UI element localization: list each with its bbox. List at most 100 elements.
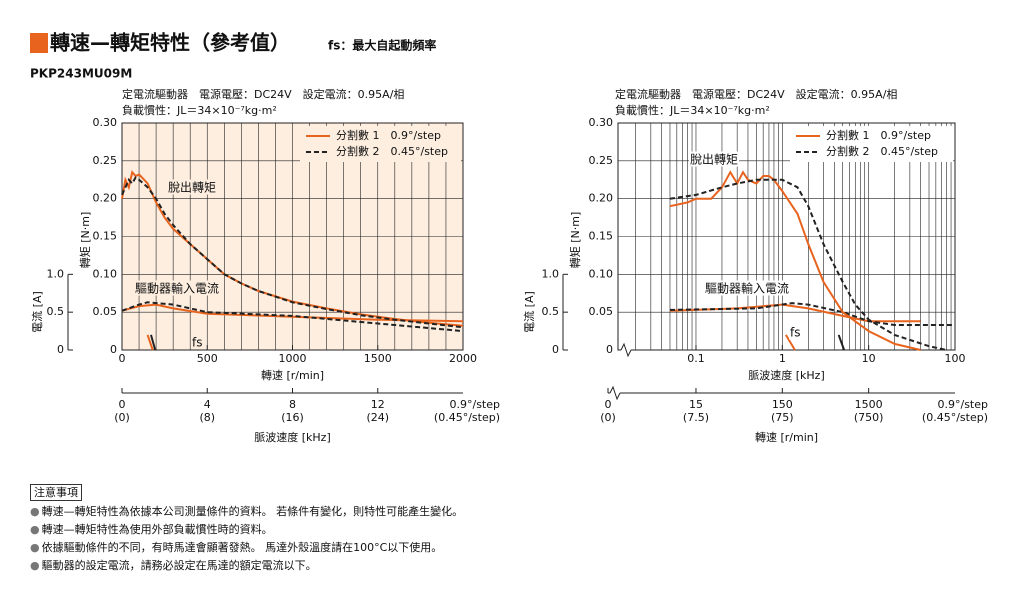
x-tick-label: 1 [779, 352, 786, 365]
y2-tick-label: 0 [552, 343, 559, 356]
x2-tick-alt-label: (750) [854, 411, 884, 424]
legend-label: 分割數 1 0.9°/step [336, 128, 441, 142]
x-tick-label: 1000 [279, 352, 307, 365]
axis-break [620, 342, 632, 358]
x2-break-label: (0) [600, 411, 616, 424]
annotation-bg [689, 151, 740, 167]
x-tick-label: 500 [197, 352, 218, 365]
x-tick-label: 1500 [364, 352, 392, 365]
y-tick-label: 0.30 [589, 116, 614, 129]
conditions: 定電流驅動器 電源電壓：DC24V 設定電流：0.95A/相 [122, 87, 404, 101]
x2-unit: (0.45°/step) [922, 411, 988, 424]
y-tick-label: 0.10 [93, 267, 118, 280]
y-tick-label: 0.25 [589, 154, 614, 167]
x2-axis-label: 轉速 [r/min] [755, 431, 818, 444]
legend-label: 分割數 2 0.45°/step [336, 144, 448, 158]
x2-unit: (0.45°/step) [434, 411, 500, 424]
fs-note: fs：最大自起動頻率 [328, 38, 436, 53]
x2-tick-label: 8 [289, 398, 296, 411]
y-tick-label: 0.15 [589, 230, 614, 243]
conditions: 定電流驅動器 電源電壓：DC24V 設定電流：0.95A/相 [615, 87, 897, 101]
x-axis-label: 脈波速度 [kHz] [748, 368, 825, 382]
plot-frame [617, 122, 956, 351]
x2-tick-alt-label: (0) [114, 411, 130, 424]
y-axis-label: 轉矩 [N·m] [79, 212, 92, 269]
charts: 轉速—轉矩特性（參考值） fs：最大自起動頻率 PKP243MU09M 定電流驅… [30, 31, 989, 444]
x-tick-label: 10 [862, 352, 876, 365]
x2-unit: 0.9°/step [450, 398, 501, 411]
annotation: fs [790, 326, 800, 340]
x2-tick-label: 150 [772, 398, 793, 411]
annotation-bg [167, 179, 218, 195]
y-axis-label: 轉矩 [N·m] [569, 212, 582, 269]
annotation: fs [192, 336, 202, 350]
fs-mark [785, 334, 796, 351]
y-tick-label: 0 [110, 343, 117, 356]
x2-axis-label: 脈波速度 [kHz] [254, 430, 331, 444]
x-tick-label: 0.1 [687, 352, 705, 365]
annotation: 脫出轉矩 [690, 152, 738, 167]
x2-tick-alt-label: (16) [281, 411, 304, 424]
fs-mark [150, 334, 157, 351]
legend-label: 分割數 2 0.45°/step [826, 144, 938, 158]
note-item: 依據驅動條件的不同，有時馬達會顯著發熱。 馬達外殼溫度請在100°C以下使用。 [30, 539, 463, 557]
current-line [669, 302, 955, 326]
x-tick-label: 0 [119, 352, 126, 365]
current-line [121, 303, 464, 323]
annotation-bg [789, 325, 802, 340]
conditions: 負載慣性：JL＝34×10⁻⁷kg·m² [122, 103, 277, 117]
x2-tick-alt-label: (24) [366, 411, 389, 424]
torque-line [669, 178, 947, 351]
torque-line [121, 176, 464, 329]
legend-label: 分割數 1 0.9°/step [826, 128, 931, 142]
plot-frame [121, 122, 464, 351]
annotation: 驅動器輸入電流 [705, 281, 789, 296]
y-tick-label: 0.20 [93, 192, 118, 205]
legend-box [790, 126, 953, 162]
notes: 注意事項 轉速—轉矩特性為依據本公司測量條件的資料。 若條件有變化，則特性可能產… [30, 484, 463, 575]
x2-unit: 0.9°/step [938, 398, 989, 411]
x2-break-label: 0 [605, 398, 612, 411]
annotation-bg [704, 280, 791, 296]
y-tick-label: 0.05 [589, 305, 614, 318]
x-axis-label: 轉速 [r/min] [261, 369, 324, 382]
y2-tick-label: 1.0 [47, 267, 65, 280]
y-tick-label: 0.25 [93, 154, 118, 167]
torque-line [669, 170, 921, 351]
x2-tick-label: 15 [689, 398, 703, 411]
legend-box [300, 126, 461, 162]
note-item: 轉速—轉矩特性為使用外部負載慣性時的資料。 [30, 521, 463, 539]
fs-mark [146, 334, 154, 351]
x2-tick-alt-label: (75) [771, 411, 794, 424]
x2-tick-alt-label: (8) [199, 411, 215, 424]
annotation: 脫出轉矩 [168, 180, 216, 195]
y2-tick-label: 0.5 [47, 305, 65, 318]
x2-tick-label: 0 [119, 398, 126, 411]
title-marker [30, 33, 48, 53]
y-tick-label: 0.10 [589, 267, 614, 280]
conditions: 負載慣性：JL＝34×10⁻⁷kg·m² [615, 103, 770, 117]
x-tick-label: 100 [945, 352, 966, 365]
fs-mark [837, 334, 846, 351]
y2-axis-label: 電流 [A] [30, 291, 44, 333]
y2-axis-label: 電流 [A] [522, 291, 536, 333]
y-tick-label: 0.15 [93, 230, 118, 243]
y-tick-label: 0.20 [589, 192, 614, 205]
y-tick-label: 0 [606, 343, 613, 356]
x2-tick-label: 12 [371, 398, 385, 411]
notes-title: 注意事項 [30, 484, 82, 501]
y2-tick-label: 0.5 [542, 305, 560, 318]
annotation-bg [191, 335, 204, 350]
axis-break [609, 385, 621, 401]
annotation-bg [134, 280, 221, 296]
note-item: 轉速—轉矩特性為依據本公司測量條件的資料。 若條件有變化，則特性可能產生變化。 [30, 503, 464, 521]
model-name: PKP243MU09M [30, 67, 132, 81]
x2-tick-label: 1500 [855, 398, 883, 411]
annotation: 驅動器輸入電流 [135, 281, 219, 296]
current-line [121, 301, 464, 333]
x2-tick-alt-label: (7.5) [683, 411, 709, 424]
y-tick-label: 0.05 [93, 305, 118, 318]
x2-tick-label: 4 [204, 398, 211, 411]
y2-tick-label: 1.0 [542, 267, 560, 280]
